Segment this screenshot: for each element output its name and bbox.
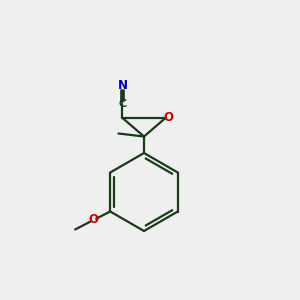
Text: C: C bbox=[118, 99, 127, 110]
Text: O: O bbox=[89, 213, 99, 226]
Text: O: O bbox=[163, 111, 173, 124]
Text: N: N bbox=[117, 79, 128, 92]
